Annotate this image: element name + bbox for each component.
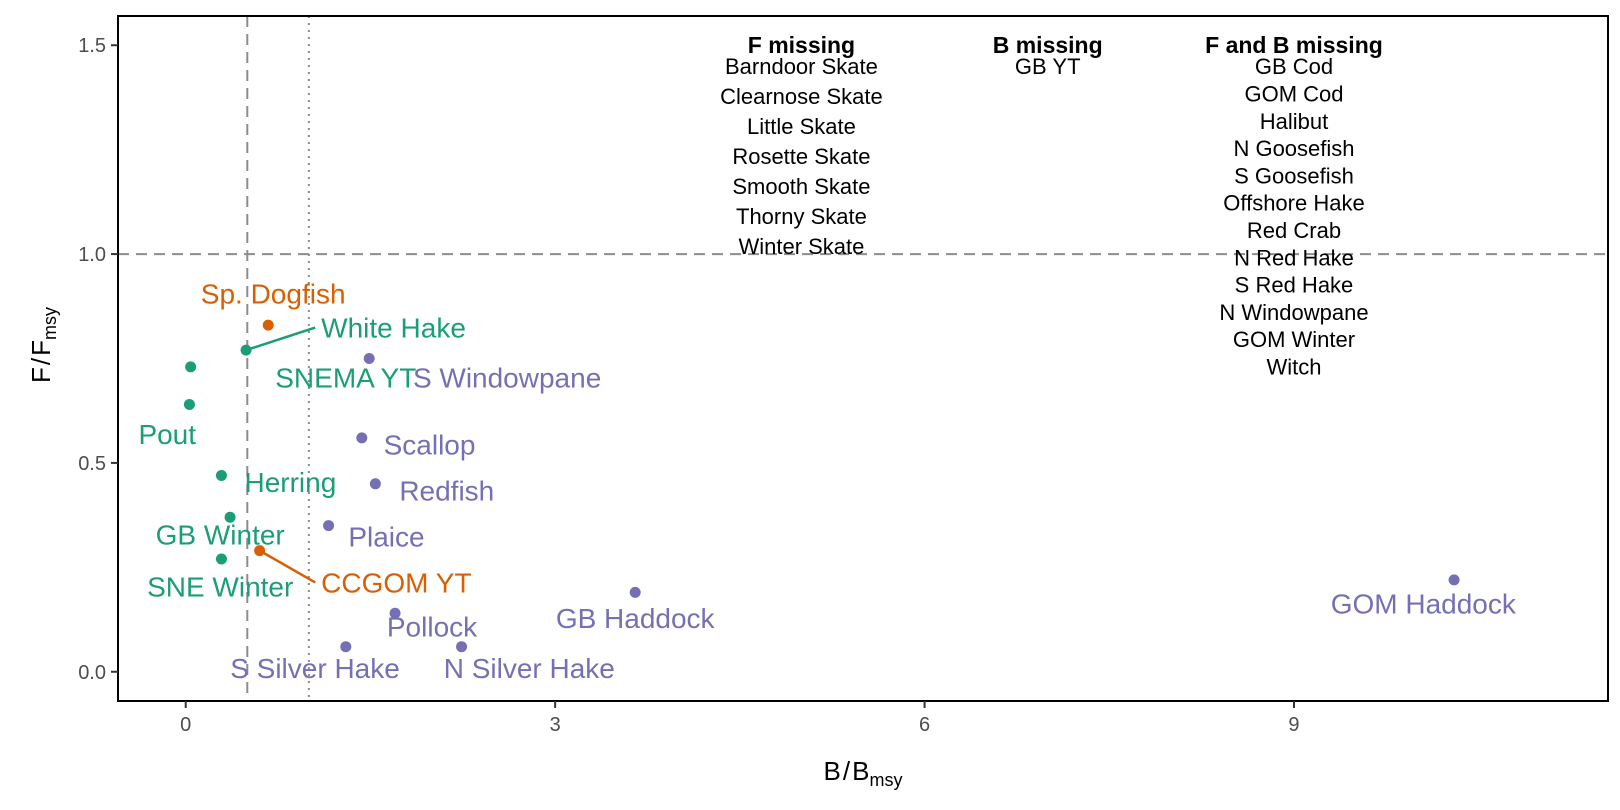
point-label: Sp. Dogfish [201, 278, 346, 309]
missing-table-item: GOM Winter [1233, 327, 1355, 352]
y-tick-label: 0.0 [78, 662, 106, 684]
point-label: S Windowpane [413, 363, 601, 394]
missing-table-title: F missing [748, 32, 855, 58]
missing-table-item: Barndoor Skate [725, 54, 878, 79]
y-axis: 0.0 0.5 1.0 1.5 [78, 35, 118, 684]
point-label: White Hake [321, 313, 466, 344]
missing-table-item: Red Crab [1247, 218, 1341, 243]
data-point [262, 319, 274, 331]
missing-table-item: Offshore Hake [1223, 191, 1364, 216]
data-point [369, 478, 381, 490]
missing-table-item: GB Cod [1255, 54, 1333, 79]
point-label: SNEMA YT [275, 363, 416, 394]
x-tick-label: 0 [180, 714, 191, 736]
point-label: CCGOM YT [321, 567, 471, 598]
x-tick-label: 6 [919, 714, 930, 736]
x-axis-title-main: B [824, 756, 841, 786]
data-point [215, 553, 227, 565]
missing-table-title: B missing [993, 32, 1103, 58]
label-leader-lines [245, 326, 316, 584]
missing-table-item: GB YT [1015, 54, 1081, 79]
data-point [183, 398, 195, 410]
panel-border [117, 15, 1609, 702]
missing-table-item: Halibut [1260, 109, 1328, 134]
data-point [185, 361, 197, 373]
missing-table-item: Little Skate [747, 114, 856, 139]
data-point [224, 511, 236, 523]
data-points [183, 319, 1460, 653]
x-axis-title: B/Bmsy [824, 756, 903, 790]
data-point [389, 607, 401, 619]
data-point [323, 520, 335, 532]
leader-line [258, 549, 316, 584]
x-tick-label: 9 [1288, 714, 1299, 736]
x-axis-title-base: B [852, 756, 869, 786]
point-label: Plaice [348, 521, 424, 552]
data-point [215, 469, 227, 481]
reference-lines [118, 16, 1608, 701]
missing-table-item: S Red Hake [1235, 273, 1354, 298]
point-label: Scallop [384, 430, 476, 461]
missing-table-item: GOM Cod [1244, 82, 1343, 107]
y-axis-title: F/Fmsy [26, 307, 60, 383]
y-axis-title-sub: msy [40, 307, 60, 340]
y-axis-title-main: F [26, 367, 56, 383]
point-labels: Sp. Dogfish White Hake SNEMA YT Pout Herring… [138, 278, 1516, 684]
x-axis-title-sub: msy [869, 770, 902, 790]
point-label: N Silver Hake [444, 653, 615, 684]
y-tick-label: 1.5 [78, 35, 106, 57]
missing-table-item: Thorny Skate [736, 204, 867, 229]
y-axis-title-slash: / [26, 357, 56, 365]
data-point [363, 353, 375, 364]
missing-table-item: Rosette Skate [732, 144, 870, 169]
missing-table-title: F and B missing [1205, 32, 1383, 58]
point-label: Herring [244, 467, 336, 498]
x-axis: 0 3 6 9 [180, 701, 1300, 736]
x-tick-label: 3 [550, 714, 561, 736]
y-tick-label: 1.0 [78, 244, 106, 266]
point-label: GB Haddock [556, 603, 716, 634]
y-axis-title-base: F [26, 340, 56, 356]
y-tick-label: 0.5 [78, 453, 106, 475]
missing-table-item: N Goosefish [1233, 136, 1354, 161]
missing-table-item: S Goosefish [1234, 163, 1354, 188]
missing-table-item: Winter Skate [738, 234, 864, 259]
data-point [629, 586, 641, 598]
data-point [356, 432, 368, 444]
missing-table-item: Smooth Skate [732, 174, 870, 199]
data-point [254, 545, 266, 557]
missing-table-item: Clearnose Skate [720, 84, 883, 109]
x-axis-title-slash: / [843, 756, 851, 786]
point-label: GB Winter [156, 519, 285, 550]
data-point [1448, 574, 1460, 586]
point-label: Redfish [399, 476, 494, 507]
data-point [340, 641, 352, 653]
point-label: Pout [138, 419, 196, 450]
point-label: GOM Haddock [1331, 588, 1517, 619]
point-label: S Silver Hake [230, 653, 400, 684]
missing-table-item: Witch [1266, 355, 1321, 380]
data-point [456, 641, 468, 653]
leader-line [245, 326, 316, 352]
point-label: SNE Winter [147, 572, 293, 603]
point-label: Pollock [387, 611, 478, 642]
missing-table-item: N Windowpane [1219, 300, 1368, 325]
data-point [240, 344, 252, 356]
missing-table-item: N Red Hake [1234, 245, 1354, 270]
